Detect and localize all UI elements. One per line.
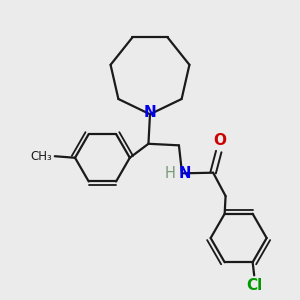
Text: Cl: Cl — [246, 278, 262, 293]
Text: CH₃: CH₃ — [31, 150, 52, 163]
Text: H: H — [164, 166, 175, 181]
Text: N: N — [144, 106, 156, 121]
Text: N: N — [179, 166, 191, 181]
Text: O: O — [214, 133, 226, 148]
